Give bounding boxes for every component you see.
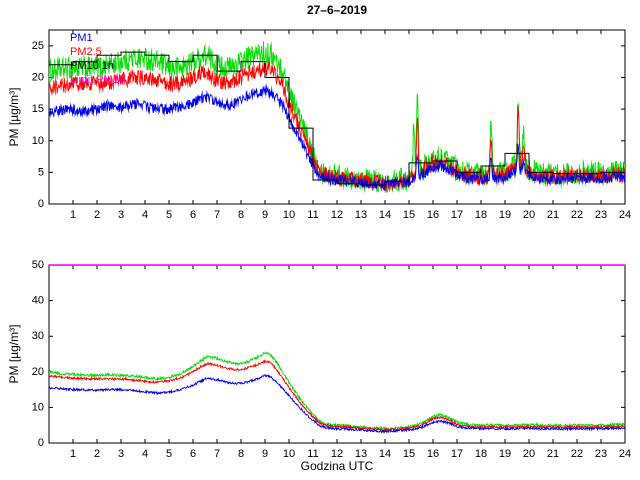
legend-item-pm2_5: PM2.5 <box>70 46 102 58</box>
legend-item-pm1: PM1 <box>70 32 93 44</box>
legend: PM1 PM2.5 PM10 1h Limit PM10 <box>70 31 125 87</box>
legend-item-limit-pm10: Limit PM10 <box>70 74 126 86</box>
top-y-axis-label: PM [µg/m³] <box>7 87 21 147</box>
chart-title: 27–6–2019 <box>306 3 368 17</box>
legend-item-pm10-1h: PM10 1h <box>70 60 115 72</box>
bottom-y-axis-label: PM [µg/m³] <box>7 324 21 384</box>
x-axis-label: Godzina UTC <box>300 459 374 473</box>
